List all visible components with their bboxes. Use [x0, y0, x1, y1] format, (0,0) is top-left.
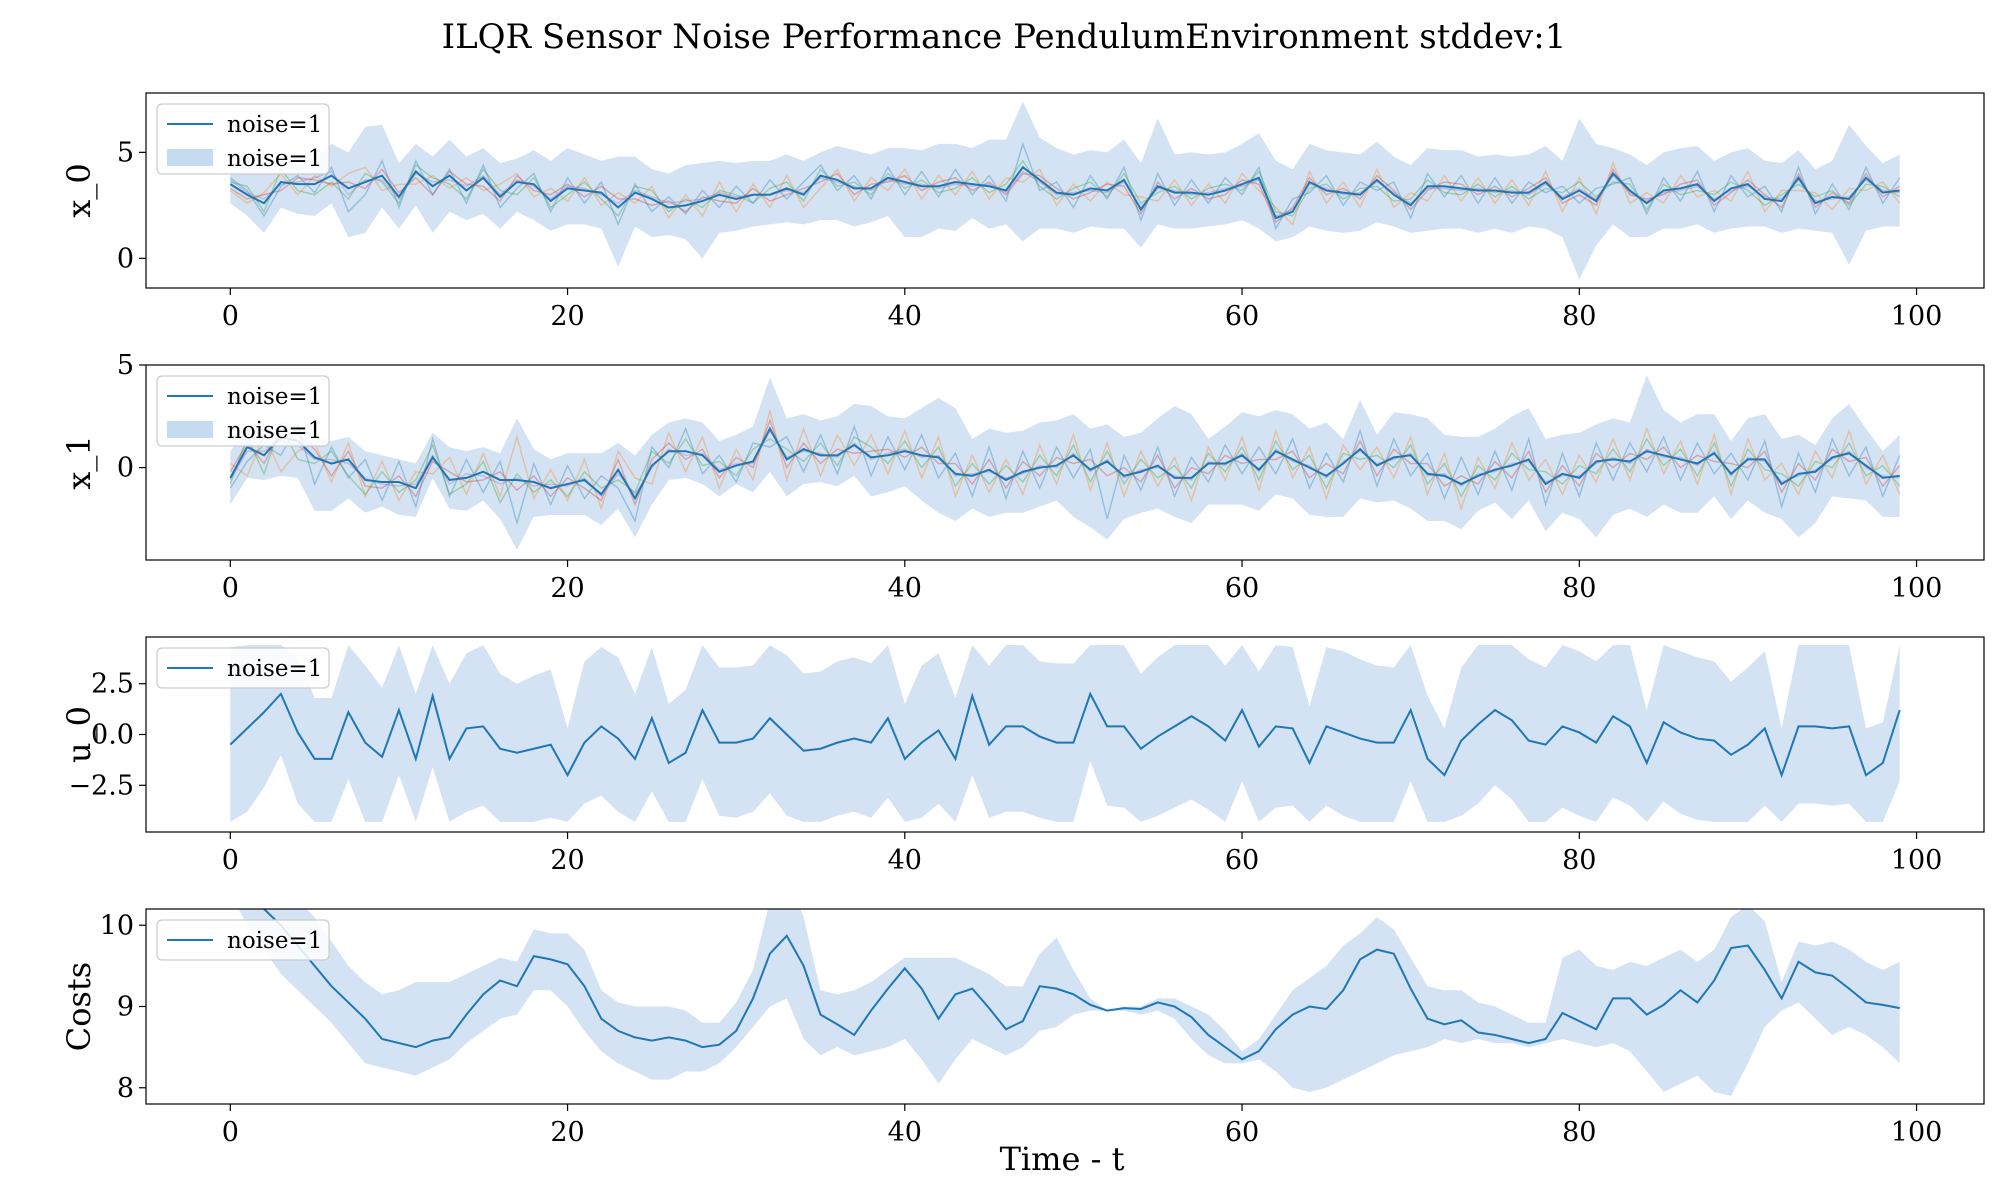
y-tick-label: 5 — [117, 350, 134, 381]
mean-line — [262, 909, 1900, 1061]
x-tick-label: 40 — [888, 301, 922, 332]
y-tick-label: 10 — [100, 910, 134, 941]
y-tick-label: −2.5 — [68, 770, 134, 801]
x-tick-label: 100 — [1891, 573, 1943, 604]
axes-frame — [145, 364, 1985, 561]
legend-label: noise=1 — [227, 112, 322, 138]
legend-box — [156, 647, 330, 689]
noise-band — [230, 101, 1900, 280]
run-line-1 — [229, 422, 1901, 526]
legend-label: noise=1 — [227, 146, 322, 172]
legend-label: noise=1 — [227, 928, 322, 954]
y-axis-label: u_0 — [60, 706, 98, 763]
chart-title: ILQR Sensor Noise Performance PendulumEn… — [442, 17, 1567, 57]
x-tick-label: 80 — [1562, 301, 1596, 332]
y-tick-label: 0 — [117, 243, 134, 274]
mean-line — [229, 426, 1900, 501]
x-tick-label: 80 — [1562, 1117, 1596, 1148]
legend: noise=1 — [156, 919, 330, 961]
legend-label: noise=1 — [227, 656, 322, 682]
x-tick-label: 0 — [222, 301, 239, 332]
legend-band-swatch — [167, 421, 213, 438]
x-tick-label: 0 — [222, 573, 239, 604]
x-tick-label: 20 — [550, 301, 584, 332]
mean-line — [229, 691, 1901, 779]
legend: noise=1 noise=1 — [156, 103, 330, 175]
subplot-2: 0 20 40 60 80 100 0 5 x_1 noise=1 noise=1 — [60, 350, 1985, 604]
legend: noise=1 — [156, 647, 330, 689]
legend-box — [156, 919, 330, 961]
plot-area — [229, 375, 1901, 550]
y-axis-label: x_0 — [60, 163, 98, 217]
y-tick-label: 2.5 — [91, 669, 134, 700]
x-tick-label: 40 — [888, 845, 922, 876]
y-tick-label: 8 — [117, 1073, 134, 1104]
legend-label: noise=1 — [227, 418, 322, 444]
x-tick-label: 100 — [1891, 845, 1943, 876]
subplot-1: 0 20 40 60 80 100 0 5 x_0 noise=1 noise=1 — [60, 92, 1985, 332]
x-tick-label: 40 — [888, 573, 922, 604]
plot-area — [229, 101, 1901, 280]
x-tick-label: 20 — [550, 573, 584, 604]
noise-band — [230, 375, 1900, 550]
noise-band — [230, 645, 1900, 776]
x-tick-label: 60 — [1225, 573, 1259, 604]
x-axis-label: Time - t — [1000, 1140, 1125, 1178]
y-tick-label: 5 — [117, 137, 134, 168]
legend-label: noise=1 — [227, 384, 322, 410]
legend-band-swatch — [167, 149, 213, 166]
x-tick-label: 0 — [222, 845, 239, 876]
x-tick-label: 80 — [1562, 845, 1596, 876]
x-tick-label: 60 — [1225, 845, 1259, 876]
y-tick-label: 9 — [117, 992, 134, 1023]
x-tick-label: 0 — [222, 1117, 239, 1148]
x-tick-label: 80 — [1562, 573, 1596, 604]
axes-frame — [145, 92, 1985, 289]
x-tick-label: 100 — [1891, 301, 1943, 332]
y-axis-label: Costs — [60, 962, 98, 1051]
y-axis-label: x_1 — [60, 435, 98, 489]
x-tick-label: 100 — [1891, 1117, 1943, 1148]
noise-band — [230, 693, 1900, 822]
mean-line — [229, 165, 1900, 220]
subplot-3: 0 20 40 60 80 100 2.5 0.0 −2.5 u_0 noise=1 — [60, 636, 1985, 876]
plot-area — [238, 909, 1900, 1096]
x-tick-label: 20 — [550, 845, 584, 876]
legend: noise=1 noise=1 — [156, 375, 330, 447]
noise-band — [238, 909, 1900, 1096]
y-tick-label: 0 — [117, 453, 134, 484]
x-tick-label: 40 — [888, 1117, 922, 1148]
x-tick-label: 60 — [1225, 301, 1259, 332]
x-tick-label: 20 — [550, 1117, 584, 1148]
plot-area — [229, 645, 1901, 822]
y-tick-label: 0.0 — [91, 720, 134, 751]
x-tick-label: 60 — [1225, 1117, 1259, 1148]
